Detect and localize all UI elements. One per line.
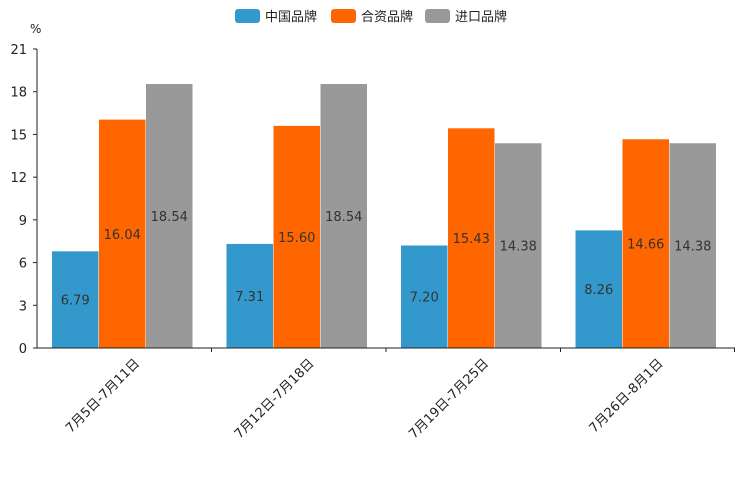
bar[interactable]: [52, 251, 99, 348]
data-label: 18.54: [151, 210, 188, 225]
data-label: 14.38: [674, 240, 711, 255]
bar[interactable]: [273, 125, 321, 348]
y-tick-label: 18: [10, 86, 27, 101]
legend-swatch: [331, 9, 356, 23]
legend-swatch: [425, 9, 450, 23]
data-label: 7.31: [235, 290, 264, 305]
y-tick-label: 9: [19, 214, 27, 229]
data-label: 18.54: [325, 210, 362, 225]
y-axis: 0 3 6 9 12 15 18 21: [10, 43, 38, 357]
data-label: 14.38: [500, 240, 537, 255]
bar[interactable]: [669, 143, 717, 348]
legend-label[interactable]: 进口品牌: [455, 9, 507, 25]
bar[interactable]: [495, 143, 542, 348]
legend-label[interactable]: 中国品牌: [265, 9, 317, 25]
y-axis-unit-label: %: [30, 22, 41, 36]
legend-swatch: [235, 9, 260, 23]
y-tick-label: 0: [19, 342, 27, 357]
x-tick-label: 7月12日-7月18日: [232, 356, 318, 442]
bar[interactable]: [320, 84, 368, 349]
data-label: 6.79: [61, 294, 90, 309]
x-axis: 7月5日-7月11日 7月12日-7月18日 7月19日-7月25日 7月26日-8月…: [37, 347, 735, 442]
bar[interactable]: [401, 245, 448, 348]
x-tick-label: 7月26日-8月1日: [587, 356, 667, 436]
legend-label[interactable]: 合资品牌: [361, 9, 413, 25]
legend: 中国品牌 合资品牌 进口品牌: [235, 9, 507, 25]
x-tick-label: 7月19日-7月25日: [406, 356, 492, 442]
bar[interactable]: [146, 84, 193, 349]
data-label: 16.04: [104, 228, 141, 243]
data-label: 7.20: [410, 291, 439, 306]
y-tick-label: 12: [10, 171, 27, 186]
data-label: 15.60: [278, 231, 315, 246]
x-tick-label: 7月5日-7月11日: [63, 356, 143, 436]
y-tick-label: 21: [10, 43, 27, 58]
bar[interactable]: [575, 230, 623, 348]
data-label: 14.66: [627, 238, 664, 253]
bar[interactable]: [99, 119, 146, 349]
y-tick-label: 15: [10, 128, 27, 143]
bar[interactable]: [622, 139, 670, 348]
y-tick-label: 3: [19, 299, 27, 314]
bar[interactable]: [226, 243, 274, 348]
bar[interactable]: [448, 128, 495, 348]
y-tick-label: 6: [19, 257, 27, 272]
bars: 6.79 16.04 18.54 7.31 15.60 18.54 7.20 15.43 14.…: [52, 84, 717, 349]
data-label: 8.26: [584, 283, 613, 298]
data-label: 15.43: [453, 232, 490, 247]
